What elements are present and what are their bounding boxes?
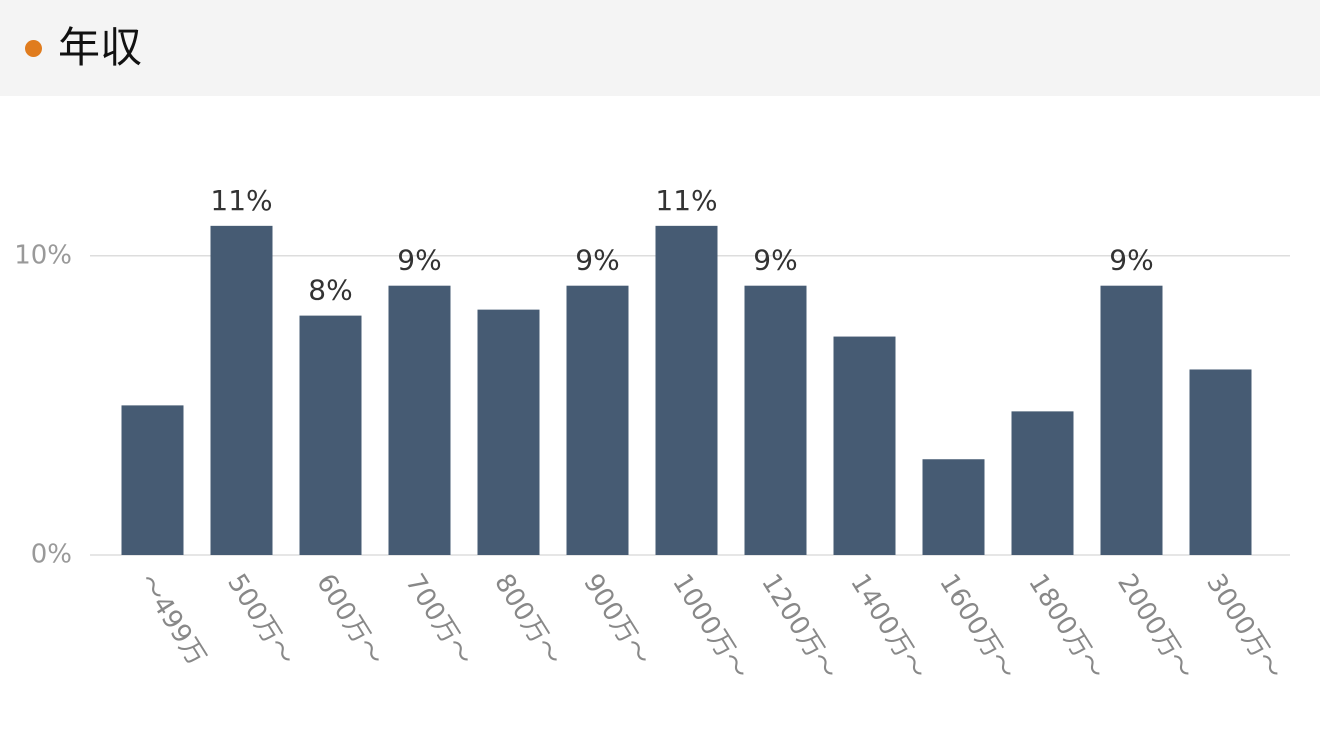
bar — [922, 459, 985, 555]
bar — [388, 285, 451, 555]
bar — [566, 285, 629, 555]
x-tick-label: 900万〜 — [577, 569, 656, 671]
bar — [744, 285, 807, 555]
y-tick-label: 0% — [31, 540, 72, 570]
x-tick-label: 600万〜 — [310, 569, 389, 671]
bar — [1100, 285, 1163, 555]
x-tick-label: 1200万〜 — [755, 569, 843, 685]
bar — [833, 336, 896, 555]
bar — [1011, 411, 1074, 555]
x-tick-label: 800万〜 — [488, 569, 567, 671]
value-label: 9% — [397, 244, 441, 277]
chart: 0% 10% 〜499万 11% 500万〜 8% 600万〜 9% 700万〜 800万〜 9% 9… — [14, 184, 1290, 685]
bar — [121, 405, 184, 555]
value-label: 8% — [308, 274, 352, 307]
bar — [210, 225, 273, 555]
value-label: 9% — [753, 244, 797, 277]
x-tick-label: 700万〜 — [399, 569, 478, 671]
y-tick-label: 10% — [14, 240, 72, 270]
value-label: 11% — [210, 184, 272, 217]
x-tick-label: 〜499万 — [132, 569, 211, 671]
x-tick-label: 1800万〜 — [1022, 569, 1110, 685]
bar — [655, 225, 718, 555]
bar — [299, 315, 362, 555]
chart-title: 年収 — [58, 23, 143, 72]
x-tick-label: 3000万〜 — [1200, 569, 1288, 685]
value-label: 11% — [655, 184, 717, 217]
bar — [477, 309, 540, 555]
value-label: 9% — [1109, 244, 1153, 277]
x-tick-label: 500万〜 — [221, 569, 300, 671]
x-tick-label: 1400万〜 — [844, 569, 932, 685]
x-tick-label: 1000万〜 — [666, 569, 754, 685]
header-dot — [25, 40, 42, 57]
x-tick-label: 1600万〜 — [933, 569, 1021, 685]
header: 年収 — [0, 0, 1320, 96]
bar — [1189, 369, 1252, 555]
x-tick-label: 2000万〜 — [1111, 569, 1199, 685]
value-label: 9% — [575, 244, 619, 277]
